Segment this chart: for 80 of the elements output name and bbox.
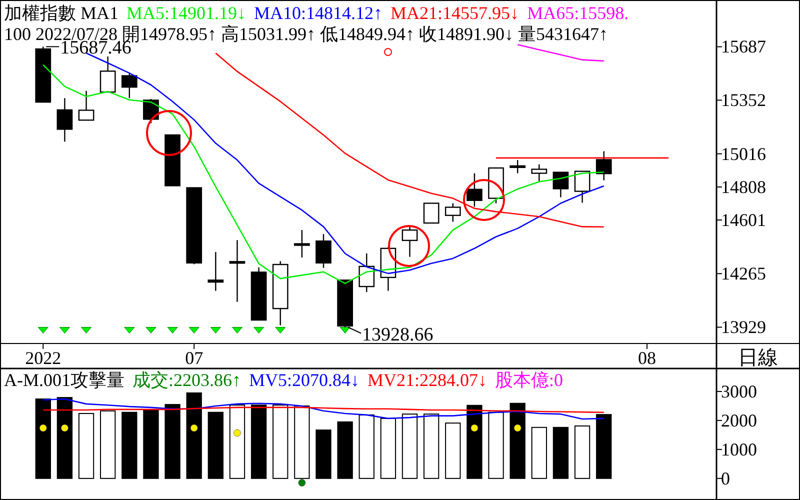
bar [445,422,461,479]
annotation: 成交:2203.86↑ [132,370,242,390]
bar [596,414,612,479]
x-tick-label: 2022 [25,348,62,368]
candlestick [316,233,332,268]
bar [380,418,396,479]
bar [358,414,374,479]
point [61,424,68,432]
candlestick [466,172,482,208]
chart-title: 加權指數 MA1 [4,3,119,23]
bar [402,414,418,479]
text: MA10:14814.12↑ [254,3,383,23]
bar [56,397,73,479]
point [190,424,198,432]
point [470,424,478,432]
y-tick-label: 0 [721,468,730,488]
y-tick-label: 14265 [721,264,766,284]
bar [186,392,202,479]
y-tick-label: 13929 [721,317,766,338]
line-series [42,398,605,420]
bar [250,404,267,479]
line-series [516,44,605,62]
bar [122,412,138,479]
y-tick-label: 1000 [721,439,757,460]
bar [423,414,440,479]
bar [510,402,526,479]
y-tick-label: 15687 [721,36,766,57]
candlestick [56,98,73,142]
y-tick-label: 15352 [721,90,766,110]
series-label: MV21:2284.07↓ [368,370,488,390]
bar [164,404,180,479]
annotation: 股本億:0 [495,370,564,390]
candlestick [208,251,224,292]
bar [552,426,569,479]
y-tick-label: 14601 [721,210,766,230]
candlestick [510,159,526,174]
text: MA21:14557.95↓ [390,3,520,23]
candlestick [294,229,310,258]
x-tick-label: 07 [185,348,204,368]
annotation: 13928.66 [362,324,434,346]
bar [143,410,159,479]
series-label: MA65:15598. [527,3,629,23]
line-series [215,52,605,228]
series-label: MV5:2070.84↓ [249,370,360,390]
candlestick [100,56,116,93]
bar [316,430,332,479]
y-tick-label: 14808 [721,176,766,197]
candlestick [552,172,569,198]
bar [337,421,353,479]
bar [272,404,288,479]
point [514,424,522,432]
point [298,479,306,486]
bar [100,410,116,479]
bar [208,412,224,479]
candlestick [596,150,612,181]
candlestick [402,224,418,258]
chart-title: A-M.001攻擊量 [4,370,124,390]
x-axis-title: 日線 [738,347,778,369]
y-tick-label: 3000 [721,381,757,402]
candlestick [229,240,246,302]
candlestick [444,202,461,222]
bar [294,405,310,479]
candlestick [574,170,590,204]
y-tick-label: 2000 [721,410,757,430]
bar [35,398,51,479]
bar [78,413,94,479]
candlestick [78,90,94,121]
bar [466,404,482,479]
bar [531,426,547,479]
candlestick [423,202,440,224]
candlestick [531,164,548,182]
bar [574,425,590,479]
point [234,429,241,437]
x-tick-label: 08 [638,348,656,368]
candlestick [121,72,138,99]
bar [229,404,246,479]
y-tick-label: 15016 [721,144,766,164]
text: MA5:14901.19↓ [126,3,246,23]
point [39,424,47,432]
bar [488,412,504,479]
